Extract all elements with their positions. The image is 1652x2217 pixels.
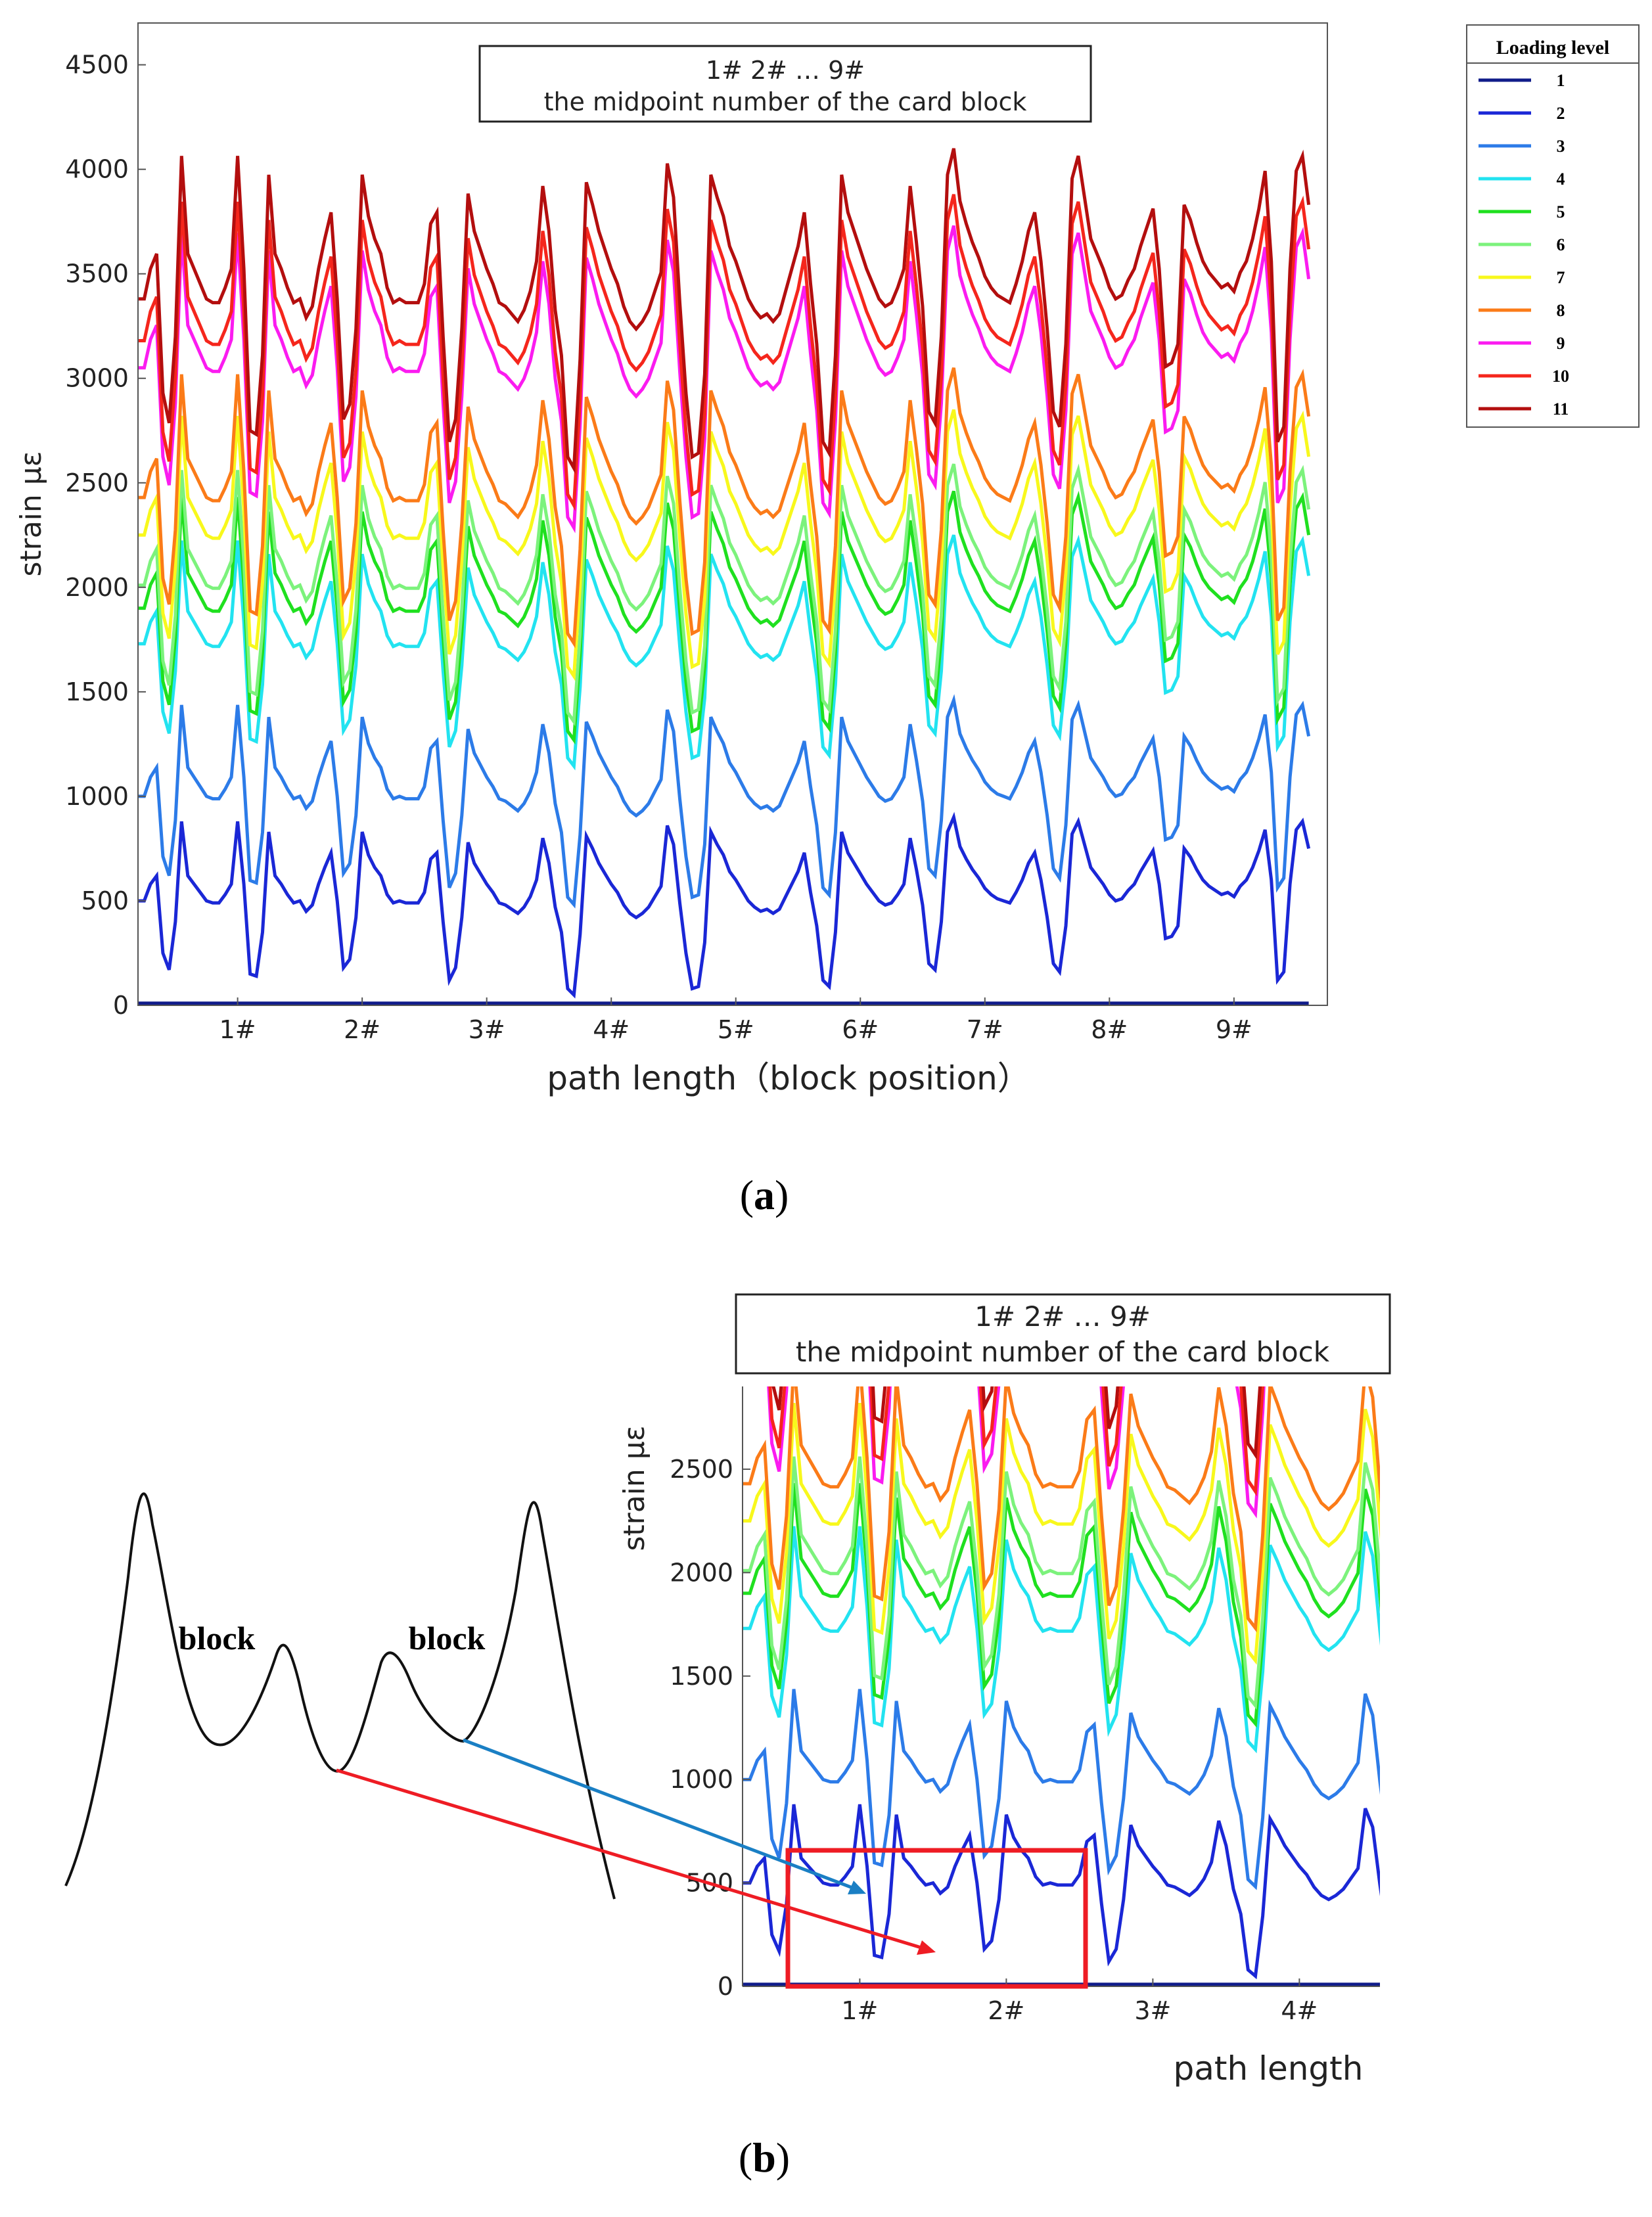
legend-title: Loading level — [1496, 37, 1610, 58]
panel-a-xtick-label: 4# — [593, 1015, 630, 1044]
panel-a-ytick-label: 0 — [113, 991, 129, 1020]
panel-a-ytick-label: 2000 — [65, 573, 129, 602]
panel-b-subcaption: (b) — [739, 2134, 790, 2181]
legend-label-10: 10 — [1552, 367, 1569, 386]
panel-b-ytick-label: 2500 — [670, 1455, 733, 1484]
panel-b-series-group — [743, 1386, 1380, 1986]
panel-b-annotation-box: 1# 2# … 9# the midpoint number of the ca… — [735, 1293, 1391, 1375]
panel-b-xtick-label: 4# — [1281, 1996, 1318, 2025]
panel-a-ytick-label: 1500 — [65, 677, 129, 706]
panel-a-series-2 — [138, 811, 1311, 999]
panel-b-annotation-line1: 1# 2# … 9# — [975, 1300, 1151, 1333]
panel-a-annotation-line1: 1# 2# … 9# — [706, 56, 865, 85]
panel-a-ytick-label: 2500 — [65, 469, 129, 497]
legend-label-8: 8 — [1557, 301, 1565, 320]
panel-a-xtick-label: 7# — [967, 1015, 1003, 1044]
legend-label-9: 9 — [1557, 334, 1565, 353]
panel-a-xtick-label: 3# — [469, 1015, 505, 1044]
red-mapping-arrow — [336, 1768, 924, 1950]
panel-a-ytick-label: 3500 — [65, 260, 129, 288]
panel-a-ytick-label: 1000 — [65, 782, 129, 811]
panel-b-subcaption-close: ) — [776, 2134, 790, 2181]
panel-a-series-4 — [138, 534, 1311, 771]
legend-label-11: 11 — [1553, 400, 1569, 419]
legend-label-2: 2 — [1557, 104, 1565, 123]
panel-a-ytick-label: 500 — [81, 886, 129, 915]
panel-a-series-6 — [138, 463, 1311, 727]
panel-a-ytick-label: 4000 — [65, 155, 129, 184]
panel-a-series-10 — [138, 194, 1311, 511]
panel-a-annotation-box: 1# 2# … 9# the midpoint number of the ca… — [478, 45, 1092, 123]
legend-label-3: 3 — [1557, 137, 1565, 156]
panel-b-subcaption-open: ( — [739, 2134, 752, 2181]
panel-a-xtick-label: 2# — [344, 1015, 380, 1044]
blue-mapping-arrow — [463, 1738, 855, 1890]
panel-b-annotation-line2: the midpoint number of the card block — [796, 1336, 1330, 1368]
panel-a-xtick-label: 5# — [718, 1015, 754, 1044]
block-label-1: block — [179, 1620, 256, 1657]
panel-a-x-ticks: 1# 2# 3# 4# 5# 6# 7# 8# 9# — [219, 997, 1252, 1044]
panel-b-series-5 — [743, 1483, 1380, 1728]
legend-label-5: 5 — [1557, 202, 1565, 221]
panel-b-highlight-box — [785, 1848, 1088, 1989]
panel-b: 1# 2# … 9# the midpoint number of the ca… — [64, 1293, 1391, 2181]
panel-a-subcaption-letter: a — [754, 1172, 775, 1218]
legend-label-7: 7 — [1557, 268, 1565, 287]
panel-a-axes-frame — [137, 22, 1328, 1006]
panel-b-ytick-label: 1500 — [670, 1662, 733, 1691]
blue-arrow-head — [848, 1881, 866, 1894]
panel-a-subcaption-open: ( — [740, 1172, 754, 1218]
panel-a-series-8 — [138, 367, 1311, 649]
panel-a-x-axis-label: path length（block position） — [547, 1059, 1030, 1097]
panel-b-series-2 — [743, 1804, 1380, 1980]
panel-a-series-11 — [138, 148, 1311, 474]
panel-a-y-axis-label: strain με — [14, 451, 48, 576]
panel-b-xtick-label: 3# — [1134, 1996, 1171, 2025]
panel-b-ytick-label: 1000 — [670, 1765, 733, 1794]
block-profile-sketch — [64, 1492, 616, 1900]
panel-a-xtick-label: 6# — [842, 1015, 879, 1044]
red-arrow-head — [917, 1940, 936, 1955]
panel-b-ytick-label: 0 — [718, 1972, 733, 2001]
panel-a-legend: Loading level 1 2 3 4 5 6 7 8 9 10 11 — [1466, 24, 1640, 428]
panel-b-plot — [743, 1386, 1380, 1986]
panel-b-xtick-label: 2# — [988, 1996, 1024, 2025]
panel-b-ytick-label: 2000 — [670, 1558, 733, 1587]
panel-a-series-5 — [138, 490, 1311, 745]
legend-label-6: 6 — [1557, 235, 1565, 254]
panel-b-series-4 — [743, 1526, 1380, 1754]
panel-a-annotation-line2: the midpoint number of the card block — [544, 87, 1027, 116]
panel-b-x-ticks: 1# 2# 3# 4# — [841, 1978, 1318, 2025]
panel-b-y-axis-label: strain με — [618, 1425, 651, 1551]
panel-b-subcaption-letter: b — [752, 2134, 776, 2181]
legend-label-1: 1 — [1557, 71, 1565, 90]
panel-a-series-7 — [138, 409, 1311, 681]
panel-a-plot — [138, 148, 1311, 1005]
panel-a-xtick-label: 1# — [219, 1015, 256, 1044]
panel-b-series-3 — [743, 1689, 1380, 1890]
panel-a-subcaption-close: ) — [775, 1172, 789, 1218]
panel-a-ytick-label: 4500 — [65, 51, 129, 80]
panel-a-subcaption: (a) — [740, 1172, 789, 1218]
panel-b-series-6 — [743, 1456, 1380, 1710]
panel-b-xtick-label: 1# — [841, 1996, 878, 2025]
panel-b-series-7 — [743, 1402, 1380, 1665]
legend-label-4: 4 — [1557, 170, 1565, 189]
panel-a: 0 500 1000 1500 2000 2500 3000 3500 4000 4500 1# 2… — [14, 22, 1640, 1218]
panel-b-x-axis-label: path length — [1174, 2049, 1364, 2088]
panel-a-xtick-label: 9# — [1216, 1015, 1252, 1044]
panel-a-series-3 — [138, 694, 1311, 909]
panel-a-xtick-label: 8# — [1091, 1015, 1128, 1044]
panel-a-y-ticks: 0 500 1000 1500 2000 2500 3000 3500 4000 4500 — [65, 51, 146, 1020]
panel-a-ytick-label: 3000 — [65, 364, 129, 393]
panel-a-series-9 — [138, 225, 1311, 534]
block-label-2: block — [409, 1620, 486, 1657]
panel-b-series-8 — [743, 1386, 1380, 1633]
